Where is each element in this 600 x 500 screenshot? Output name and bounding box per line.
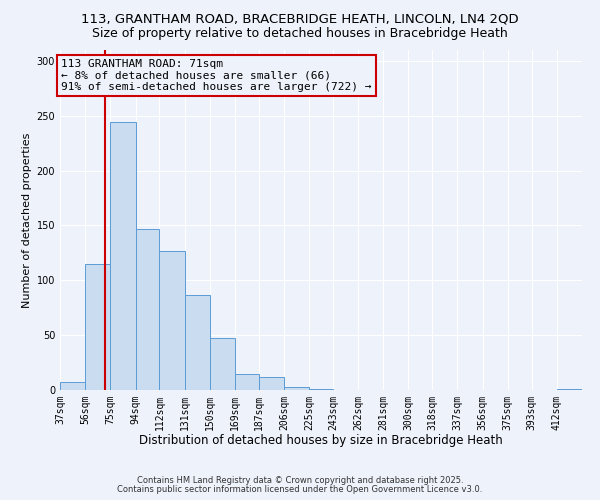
Bar — [259, 377, 284, 390]
Text: Contains public sector information licensed under the Open Government Licence v3: Contains public sector information licen… — [118, 485, 482, 494]
Bar — [85, 264, 110, 390]
Text: 113, GRANTHAM ROAD, BRACEBRIDGE HEATH, LINCOLN, LN4 2QD: 113, GRANTHAM ROAD, BRACEBRIDGE HEATH, L… — [81, 12, 519, 26]
X-axis label: Distribution of detached houses by size in Bracebridge Heath: Distribution of detached houses by size … — [139, 434, 503, 448]
Bar — [136, 229, 160, 390]
Bar — [235, 374, 259, 390]
Text: 113 GRANTHAM ROAD: 71sqm
← 8% of detached houses are smaller (66)
91% of semi-de: 113 GRANTHAM ROAD: 71sqm ← 8% of detache… — [61, 59, 372, 92]
Bar — [185, 294, 210, 390]
Bar — [284, 386, 309, 390]
Bar — [557, 389, 582, 390]
Y-axis label: Number of detached properties: Number of detached properties — [22, 132, 32, 308]
Bar — [309, 389, 333, 390]
Bar — [60, 382, 85, 390]
Text: Size of property relative to detached houses in Bracebridge Heath: Size of property relative to detached ho… — [92, 28, 508, 40]
Bar — [210, 338, 235, 390]
Bar — [110, 122, 136, 390]
Text: Contains HM Land Registry data © Crown copyright and database right 2025.: Contains HM Land Registry data © Crown c… — [137, 476, 463, 485]
Bar — [160, 250, 185, 390]
